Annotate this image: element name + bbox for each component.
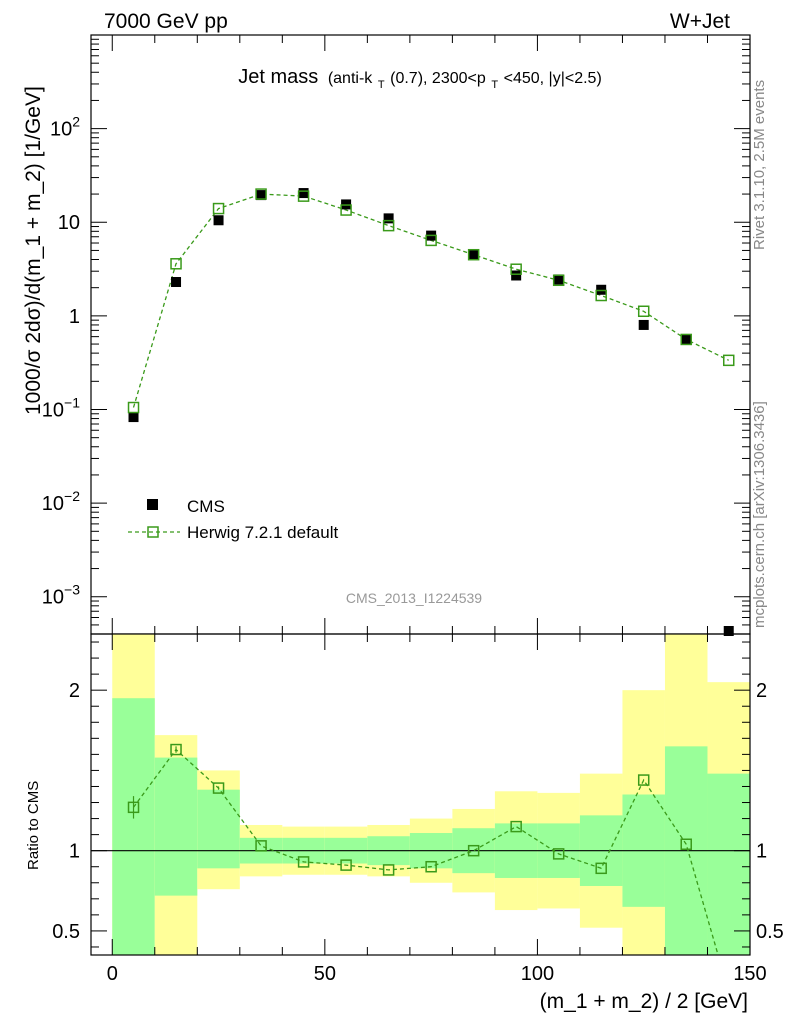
ratio-ytick-label-right-0: 0.5 xyxy=(756,921,784,943)
main-ytick-exp: −1 xyxy=(64,394,80,410)
main-cms-point-9 xyxy=(511,270,522,281)
main-ytick-base: 10 xyxy=(50,119,72,141)
ratio-mc-line xyxy=(132,748,719,956)
main-mc-point-7 xyxy=(425,234,437,247)
ratio-xtick-label-2: 100 xyxy=(521,963,554,985)
ratio-mc-point-3 xyxy=(255,840,267,852)
ratio-xtick-label-0: 0 xyxy=(107,963,118,985)
main-ylabel: 1000/σ 2dσ)/d(m_1 + m_2) [1/GeV] xyxy=(22,86,45,415)
mcplots-label: mcplots.cern.ch [arXiv:1306.3436] xyxy=(751,401,768,628)
ratio-mc-point-8 xyxy=(467,844,480,857)
legend-marker-cms xyxy=(147,499,158,510)
main-mc-point-13 xyxy=(680,333,692,346)
main-cms-point-14 xyxy=(723,626,734,636)
main-ytick-label-0: 10−3 xyxy=(42,582,80,609)
main-mc-point-5 xyxy=(340,204,352,216)
ratio-mc-point-11 xyxy=(595,862,607,875)
ratio-mc-point-0 xyxy=(127,801,140,814)
ratio-frame xyxy=(90,633,751,956)
band-inner-2 xyxy=(197,789,240,869)
main-cms-point-12 xyxy=(638,319,649,330)
band-inner-1 xyxy=(154,757,198,896)
main-ytick-base: 1 xyxy=(69,306,80,328)
main-ytick-label-3: 1 xyxy=(69,306,80,328)
ratio-mc-point-9 xyxy=(510,820,522,833)
ratio-mc-point-2 xyxy=(212,782,225,794)
main-ytick-base: 10 xyxy=(42,587,64,609)
ratio-mc-point-7 xyxy=(425,860,437,873)
ratio-mc-point-1 xyxy=(170,743,182,756)
main-mc-point-6 xyxy=(382,219,395,232)
legend-label-cms: CMS xyxy=(187,497,225,516)
main-mc-point-0 xyxy=(127,401,140,414)
rivet-label: Rivet 3.1.10, 2.5M events xyxy=(751,80,768,250)
main-mc-point-4 xyxy=(297,190,310,202)
chart-title: Jet mass (anti-k T (0.7), 2300<p T <450,… xyxy=(238,66,602,93)
main-frame xyxy=(90,34,751,635)
ratio-xtick-label-1: 50 xyxy=(314,963,336,985)
legend-label-mc: Herwig 7.2.1 default xyxy=(187,523,338,542)
ratio-mc-point-6 xyxy=(382,864,395,876)
ratio-mc-point-4 xyxy=(297,856,310,868)
chart-subtitle-sub1: T xyxy=(378,79,385,91)
main-ytick-label-2: 10−1 xyxy=(42,394,80,421)
band-inner-0 xyxy=(112,698,155,955)
main-cms-point-8 xyxy=(468,249,479,260)
main-cms-point-10 xyxy=(553,274,564,285)
main-mc-point-12 xyxy=(637,305,650,318)
chart-subtitle-sub2: T xyxy=(491,79,498,91)
main-mc-point-10 xyxy=(552,274,565,287)
ratio-mc-point-10 xyxy=(552,848,565,860)
header-left: 7000 GeV pp xyxy=(104,10,228,33)
main-cms-point-1 xyxy=(171,277,182,288)
main-mc-point-2 xyxy=(212,202,225,215)
main-ytick-label-4: 10 xyxy=(58,212,80,234)
main-ytick-label-5: 102 xyxy=(50,114,80,141)
chart-title-main: Jet mass xyxy=(238,66,318,88)
ratio-mc-point-5 xyxy=(340,859,352,871)
legend: CMS Herwig 7.2.1 default xyxy=(128,497,338,542)
main-ytick-exp: 2 xyxy=(72,114,80,130)
ratio-xlabel: (m_1 + m_2) / 2 [GeV] xyxy=(540,990,748,1013)
analysis-watermark: CMS_2013_I1224539 xyxy=(346,590,482,606)
main-cms-point-3 xyxy=(256,190,267,201)
legend-marker-mc xyxy=(147,526,159,538)
header-right: W+Jet xyxy=(670,10,730,33)
ratio-ytick-label-left-1: 1 xyxy=(69,841,80,863)
chart-subtitle-open: (anti-k xyxy=(328,70,373,87)
main-mc-line xyxy=(132,193,729,408)
main-ytick-base: 10 xyxy=(42,493,64,515)
main-ytick-base: 10 xyxy=(58,212,80,234)
ratio-mc-point-12 xyxy=(637,774,650,786)
main-mc-point-11 xyxy=(595,289,607,302)
ratio-ytick-label-left-2: 2 xyxy=(69,680,80,702)
main-ytick-label-1: 10−2 xyxy=(42,488,80,515)
main-mc-point-14 xyxy=(722,354,735,367)
main-ytick-exp: −2 xyxy=(64,488,80,504)
main-cms-point-0 xyxy=(128,412,139,423)
ratio-xtick-label-3: 150 xyxy=(733,963,766,985)
main-cms-point-4 xyxy=(298,188,309,199)
ratio-ylabel: Ratio to CMS xyxy=(25,781,42,870)
main-ytick-exp: −3 xyxy=(64,582,80,598)
main-cms-point-2 xyxy=(213,215,224,226)
chart-subtitle-close: <450, |y|<2.5) xyxy=(504,70,602,87)
main-mc-point-8 xyxy=(467,248,480,261)
chart-subtitle-mid: (0.7), 2300<p xyxy=(390,70,486,87)
main-cms-point-13 xyxy=(681,334,692,345)
band-inner-14 xyxy=(707,773,750,955)
ratio-ytick-label-right-2: 2 xyxy=(756,680,767,702)
main-mc-point-1 xyxy=(170,258,182,270)
ratio-panel: 0 50 100 150 0.5 0.5 1 1 2 2 xyxy=(52,633,784,985)
main-cms-point-6 xyxy=(383,213,394,224)
ratio-ytick-label-left-0: 0.5 xyxy=(52,921,80,943)
main-ytick-base: 10 xyxy=(42,399,64,421)
main-mc-point-3 xyxy=(255,188,267,200)
main-mc-point-9 xyxy=(510,263,522,275)
ratio-mc-point-13 xyxy=(680,838,692,851)
ratio-ytick-label-right-1: 1 xyxy=(756,841,767,863)
